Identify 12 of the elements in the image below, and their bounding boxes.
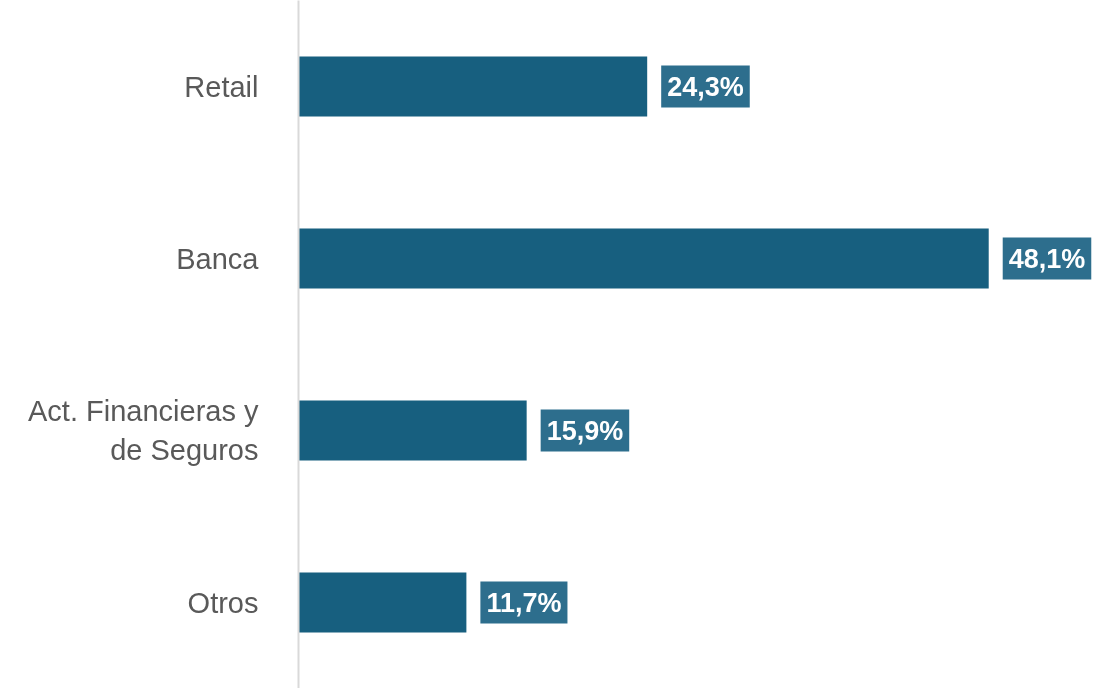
bar	[298, 228, 989, 289]
y-tick-label: Retail	[184, 70, 259, 103]
data-label: 11,7%	[486, 587, 562, 618]
bar	[298, 56, 648, 117]
data-label: 24,3%	[667, 71, 744, 102]
y-tick-label: Banca	[176, 242, 260, 275]
bar	[298, 572, 467, 633]
data-label: 48,1%	[1008, 243, 1086, 274]
bar	[298, 400, 527, 461]
y-tick-label: Act. Financieras y de Seguros	[28, 395, 259, 466]
data-label: 15,9%	[546, 415, 624, 446]
y-tick-label: Otros	[187, 586, 259, 619]
